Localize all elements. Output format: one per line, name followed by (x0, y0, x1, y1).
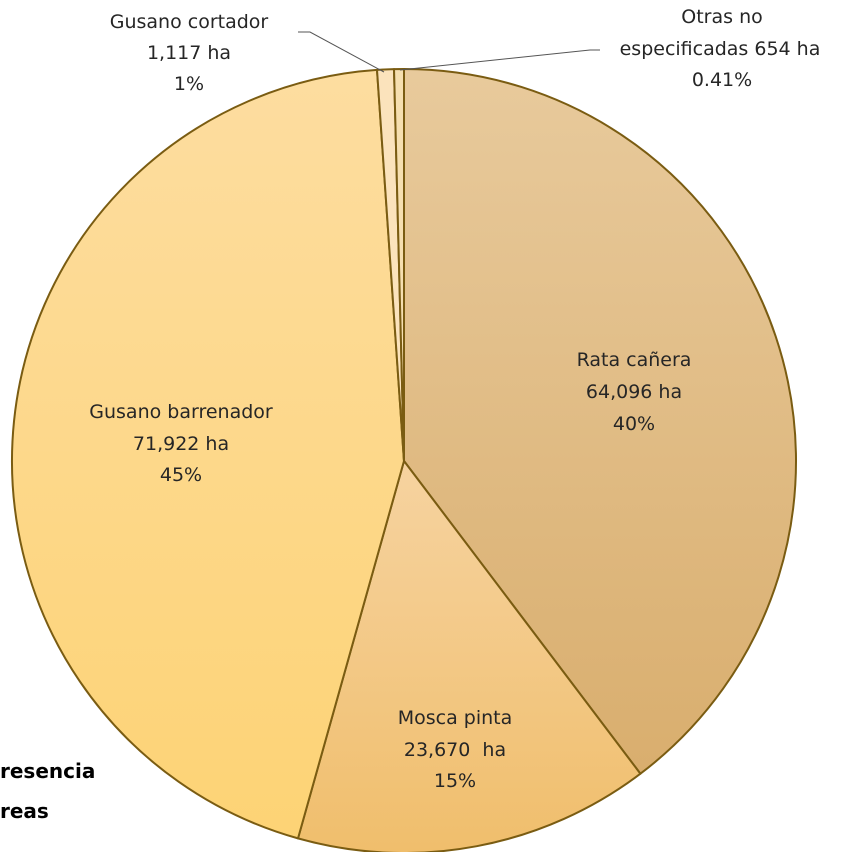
slice-label-pct-rata-canera: 40% (613, 413, 655, 435)
slice-label-value-rata-canera: 64,096 ha (586, 381, 682, 403)
slice-label-pct-mosca-pinta: 15% (434, 770, 476, 792)
pie-slice-mosca-pinta (297, 460, 642, 852)
partial-caption-line-2: reas (0, 799, 49, 823)
slice-label-value-mosca-pinta: 23,670 ha (404, 739, 506, 761)
slice-label-value-otras: 654 ha (754, 38, 820, 60)
slice-label-pct-gusano-barrenador: 45% (160, 464, 202, 486)
slice-label-name-mosca-pinta: Mosca pinta (398, 707, 513, 729)
pie-slice-rata-canera (403, 68, 797, 775)
pie-slice-otras-no-especificadas (393, 68, 405, 462)
slice-label-name-gusano-cortador: Gusano cortador (110, 11, 269, 33)
slice-label-name-otras-line1: Otras no (681, 6, 762, 28)
partial-caption-line-1: resencia (0, 759, 95, 783)
leader-line-otras (399, 49, 600, 71)
slice-label-value-gusano-cortador: 1,117 ha (147, 42, 231, 64)
slice-label-value-gusano-barrenador: 71,922 ha (133, 433, 229, 455)
slice-label-name-rata-canera: Rata cañera (577, 349, 692, 371)
slice-label-pct-otras: 0.41% (692, 69, 752, 91)
leader-line-gusano-cortador (298, 31, 385, 73)
pie-slice-gusano-barrenador (10, 68, 405, 840)
pie-slices (10, 68, 797, 852)
slice-label-pct-gusano-cortador: 1% (174, 73, 204, 95)
slice-label-name-gusano-barrenador: Gusano barrenador (89, 401, 273, 423)
slice-label-name-otras-line2: especificadas 654 ha (620, 38, 821, 60)
